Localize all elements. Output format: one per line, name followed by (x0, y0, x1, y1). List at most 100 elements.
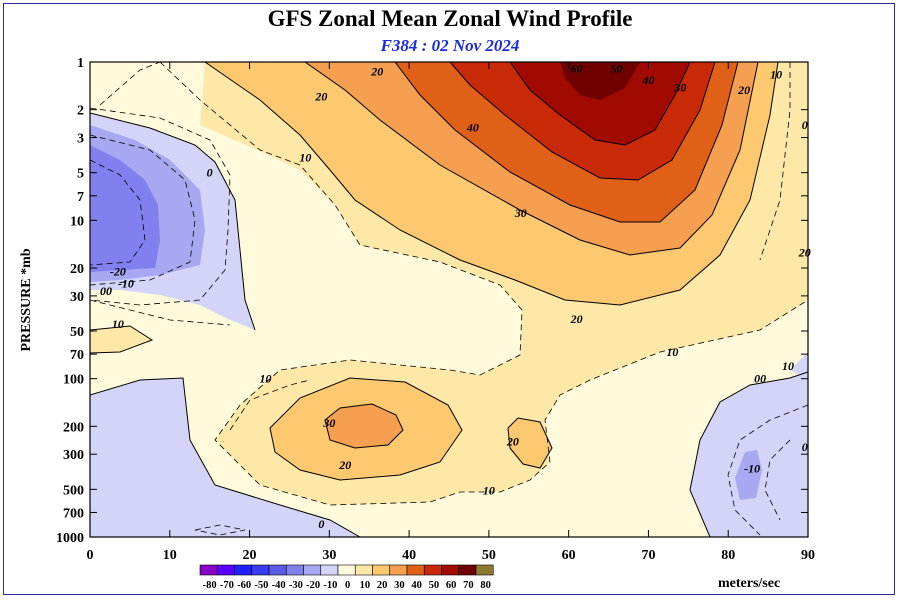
dashed-contour-neg-outer (90, 107, 231, 306)
colorbar-swatch (354, 564, 373, 576)
dashed-contour-near-zero (90, 299, 231, 326)
x-axis: 0 10 20 30 40 50 60 70 80 90 (87, 62, 815, 563)
x-tick-label: 30 (322, 548, 336, 563)
colorbar-swatch (406, 564, 425, 576)
colorbar-swatch (285, 564, 304, 576)
y-tick-label: 30 (70, 290, 84, 305)
colorbar-label: 50 (429, 580, 440, 591)
contour-label: 20 (798, 246, 811, 260)
colorbar-swatch (441, 564, 460, 576)
fill-neg-lower-left (90, 378, 360, 537)
colorbar-swatch (251, 564, 270, 576)
x-tick-label: 60 (562, 548, 576, 563)
colorbar-label: -10 (323, 580, 337, 591)
colorbar-label: 0 (345, 580, 350, 591)
y-tick-label: 20 (70, 262, 84, 277)
chart-title: GFS Zonal Mean Zonal Wind Profile (267, 6, 633, 31)
y-tick-label: 500 (63, 483, 84, 498)
contour-label: 20 (314, 89, 327, 103)
colorbar-label: 30 (394, 580, 405, 591)
contour-label: 0 (318, 517, 324, 531)
colorbar: -80 -70 -60 -50 -40 -30 -20 -10 0 10 20 30 40 50 60 70 8… (199, 564, 780, 591)
colorbar-swatch (234, 564, 253, 576)
colorbar-swatch (268, 564, 287, 576)
y-tick-label: 1 (77, 56, 84, 71)
contour-label: 20 (338, 458, 351, 472)
x-tick-label: 90 (801, 548, 815, 563)
contour-line-0-lower-right (689, 371, 808, 537)
contour-label: 10 (770, 68, 782, 82)
contour-line-50 (449, 62, 716, 181)
y-tick-label: 5 (77, 167, 84, 182)
colorbar-swatch (303, 564, 322, 576)
contour-label: 20 (737, 83, 750, 97)
contour-label: 0 (802, 440, 808, 454)
colorbar-swatch (216, 564, 235, 576)
y-tick-label: 200 (63, 420, 84, 435)
dashed-contour-10-upper (99, 62, 161, 106)
contour-fills (90, 62, 808, 537)
colorbar-swatch (389, 564, 408, 576)
colorbar-unit-label: meters/sec (718, 576, 780, 591)
y-tick-label: 100 (63, 373, 84, 388)
contour-label: 30 (673, 81, 686, 95)
contour-lines (90, 62, 808, 537)
dashed-contour-10 (159, 62, 808, 506)
contour-line-0-upper-left (90, 112, 256, 331)
dashed-contour-neg-mid (90, 134, 196, 286)
contour-line-0-lower-left (90, 377, 361, 537)
contour-label: 20 (506, 435, 519, 449)
dashed-contour-neg-inner (90, 159, 146, 266)
dashed-contour-bottom (194, 524, 246, 536)
colorbar-swatch (458, 564, 477, 576)
contour-line-10-small (90, 325, 154, 354)
colorbar-swatch (337, 564, 356, 576)
contour-label: 10 (483, 484, 495, 498)
dashed-contour-lower-right-inner (764, 439, 791, 521)
contour-label: 10 (299, 150, 311, 164)
colorbar-swatch (320, 564, 339, 576)
contour-label: 10 (782, 359, 794, 373)
x-tick-label: 40 (402, 548, 416, 563)
plot-border (89, 61, 809, 538)
chart-subtitle: F384 : 02 Nov 2024 (380, 36, 520, 55)
contour-label: 60 (571, 62, 583, 76)
contour-line-30-jet (304, 62, 759, 256)
fill-70 (560, 62, 640, 100)
x-tick-label: 10 (163, 548, 177, 563)
colorbar-label: -30 (289, 580, 303, 591)
contour-label: 50 (611, 62, 623, 76)
colorbar-label: -50 (254, 580, 268, 591)
contour-label: -10 (744, 462, 760, 476)
fill-30-lower (325, 404, 403, 448)
dashed-contours (90, 62, 808, 536)
fill-20-lower-mid (508, 418, 552, 468)
colorbar-label: -60 (237, 580, 251, 591)
chart-frame (3, 3, 895, 595)
y-tick-label: 3 (77, 132, 84, 147)
contour-label: 00 (754, 372, 766, 386)
contour-label: 40 (641, 73, 654, 87)
y-tick-label: 50 (70, 325, 84, 340)
colorbar-label: -80 (203, 580, 217, 591)
y-tick-label: 1000 (56, 531, 84, 546)
x-tick-label: 50 (482, 548, 496, 563)
colorbar-label: 10 (360, 580, 371, 591)
x-tick-label: 70 (641, 548, 655, 563)
contour-label: 40 (466, 121, 479, 135)
contour-line-60 (509, 62, 691, 146)
contour-label: 0 (802, 118, 808, 132)
fill-10-small (90, 326, 152, 353)
contour-label: 10 (260, 372, 272, 386)
contour-label: 10 (112, 317, 124, 331)
colorbar-swatch (475, 564, 494, 576)
contour-label: 30 (322, 416, 335, 430)
dashed-contour-lower-right (727, 404, 808, 536)
colorbar-label: -20 (306, 580, 320, 591)
colorbar-label: -40 (272, 580, 286, 591)
contour-label: -10 (118, 276, 134, 290)
contour-line-40 (394, 62, 739, 223)
contour-label: 00 (100, 284, 112, 298)
